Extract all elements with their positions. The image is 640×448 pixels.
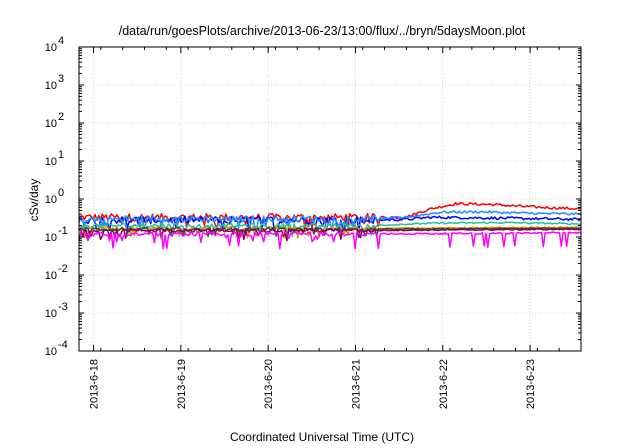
y-tick-label: 10 xyxy=(45,194,57,206)
y-tick-label: 10 xyxy=(45,346,57,358)
y-tick-label-exponent: 1 xyxy=(58,149,64,161)
y-tick-label-exponent: 4 xyxy=(58,35,64,47)
chart-title: /data/run/goesPlots/archive/2013-06-23/1… xyxy=(119,24,526,38)
y-tick-label-exponent: 3 xyxy=(58,73,64,85)
grid xyxy=(79,47,581,351)
y-tick-label-exponent: 0 xyxy=(58,187,64,199)
series-line xyxy=(78,221,582,237)
x-axis: 2013-6-18 2013-6-19 2013-6-20 2013-6-21 2013… xyxy=(78,47,582,409)
y-tick-label-exponent: 2 xyxy=(58,111,64,123)
y-tick-label: 10 xyxy=(45,80,57,92)
y-tick-label-exponent: -2 xyxy=(58,263,68,275)
x-tick-label: 2013-6-22 xyxy=(438,359,450,409)
y-tick-label: 10 xyxy=(45,308,57,320)
x-tick-label: 2013-6-21 xyxy=(350,359,362,409)
y-tick-label-exponent: -4 xyxy=(58,339,68,351)
x-axis-label: Coordinated Universal Time (UTC) xyxy=(230,430,414,444)
series-layer xyxy=(78,201,582,250)
x-tick-label: 2013-6-23 xyxy=(525,359,537,409)
series-line xyxy=(78,210,582,232)
series-line xyxy=(78,227,582,242)
series-line xyxy=(78,231,582,250)
y-tick-label: 10 xyxy=(45,118,57,130)
y-tick-label: 10 xyxy=(45,270,57,282)
x-tick-label: 2013-6-18 xyxy=(89,359,101,409)
x-tick-label: 2013-6-19 xyxy=(176,359,188,409)
y-tick-label-exponent: -1 xyxy=(58,225,68,237)
y-tick-label: 10 xyxy=(45,156,57,168)
y-tick-label-exponent: -3 xyxy=(58,301,68,313)
y-tick-label: 10 xyxy=(45,42,57,54)
y-axis-label: cSv/day xyxy=(27,179,41,222)
x-tick-label: 2013-6-20 xyxy=(263,359,275,409)
y-tick-label: 10 xyxy=(45,232,57,244)
